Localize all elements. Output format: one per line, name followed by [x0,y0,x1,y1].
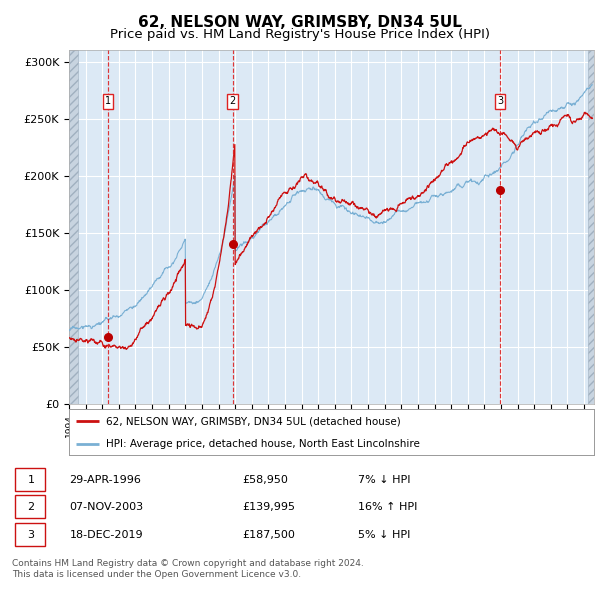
FancyBboxPatch shape [16,468,46,490]
Text: 3: 3 [28,530,35,540]
Text: 7% ↓ HPI: 7% ↓ HPI [358,474,410,484]
Text: Contains HM Land Registry data © Crown copyright and database right 2024.
This d: Contains HM Land Registry data © Crown c… [12,559,364,579]
Text: 62, NELSON WAY, GRIMSBY, DN34 5UL: 62, NELSON WAY, GRIMSBY, DN34 5UL [138,15,462,30]
FancyBboxPatch shape [16,523,46,546]
Text: 62, NELSON WAY, GRIMSBY, DN34 5UL (detached house): 62, NELSON WAY, GRIMSBY, DN34 5UL (detac… [106,417,401,427]
Bar [69,50,77,404]
Text: 16% ↑ HPI: 16% ↑ HPI [358,502,417,512]
Bar [587,50,594,404]
Text: £139,995: £139,995 [242,502,295,512]
Text: Price paid vs. HM Land Registry's House Price Index (HPI): Price paid vs. HM Land Registry's House … [110,28,490,41]
Text: 3: 3 [497,97,503,106]
Text: 18-DEC-2019: 18-DEC-2019 [70,530,143,540]
Text: £58,950: £58,950 [242,474,288,484]
Text: 07-NOV-2003: 07-NOV-2003 [70,502,144,512]
Text: 2: 2 [230,97,236,106]
FancyBboxPatch shape [16,496,46,518]
Text: 2: 2 [28,502,35,512]
Text: HPI: Average price, detached house, North East Lincolnshire: HPI: Average price, detached house, Nort… [106,438,419,448]
Text: 1: 1 [28,474,35,484]
Text: 29-APR-1996: 29-APR-1996 [70,474,142,484]
Text: 5% ↓ HPI: 5% ↓ HPI [358,530,410,540]
Text: £187,500: £187,500 [242,530,295,540]
Text: 1: 1 [104,97,111,106]
